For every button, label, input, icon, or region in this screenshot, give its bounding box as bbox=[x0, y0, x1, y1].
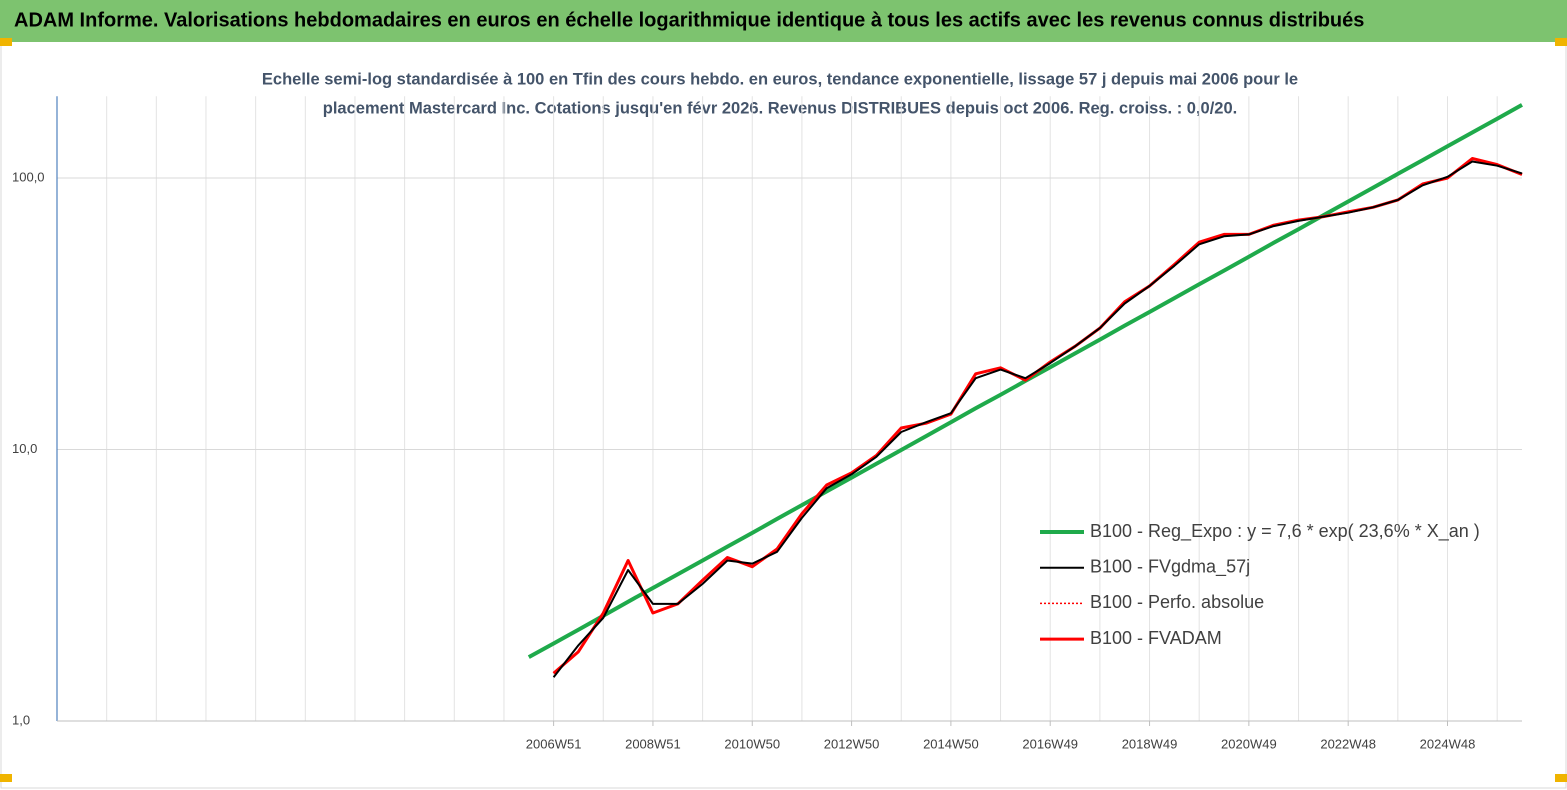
chart-subtitle: placement Mastercard Inc. Cotations jusq… bbox=[323, 99, 1238, 117]
chart-title: ADAM Informe. Valorisations hebdomadaire… bbox=[14, 9, 1364, 31]
corner bbox=[1555, 38, 1567, 46]
y-tick-label: 10,0 bbox=[12, 441, 37, 456]
legend-label: B100 - Reg_Expo : y = 7,6 * exp( 23,6% *… bbox=[1090, 521, 1480, 542]
x-tick-label: 2024W48 bbox=[1420, 736, 1476, 751]
x-tick-label: 2014W50 bbox=[923, 736, 979, 751]
legend-label: B100 - FVgdma_57j bbox=[1090, 556, 1250, 577]
x-tick-label: 2022W48 bbox=[1320, 736, 1376, 751]
chart-subtitle: Echelle semi-log standardisée à 100 en T… bbox=[262, 70, 1298, 88]
corner bbox=[0, 38, 12, 46]
x-tick-label: 2016W49 bbox=[1022, 736, 1078, 751]
corner bbox=[0, 774, 12, 782]
header-band bbox=[0, 0, 1567, 42]
y-tick-label: 1,0 bbox=[12, 712, 30, 727]
x-tick-label: 2012W50 bbox=[824, 736, 880, 751]
x-tick-label: 2020W49 bbox=[1221, 736, 1277, 751]
series-line bbox=[553, 157, 1523, 674]
y-tick-label: 100,0 bbox=[12, 169, 45, 184]
legend-label: B100 - Perfo. absolue bbox=[1090, 592, 1264, 612]
x-tick-label: 2008W51 bbox=[625, 736, 681, 751]
x-tick-label: 2006W51 bbox=[526, 736, 582, 751]
legend-label: B100 - FVADAM bbox=[1090, 628, 1222, 648]
series-line bbox=[552, 160, 1523, 678]
x-tick-label: 2018W49 bbox=[1122, 736, 1178, 751]
corner bbox=[1555, 774, 1567, 782]
x-tick-label: 2010W50 bbox=[724, 736, 780, 751]
